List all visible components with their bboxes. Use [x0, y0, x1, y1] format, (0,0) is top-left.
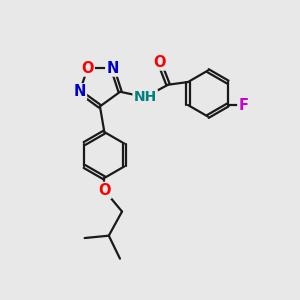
Text: NH: NH: [134, 90, 157, 104]
Text: N: N: [74, 84, 86, 99]
Text: O: O: [154, 55, 166, 70]
Text: N: N: [106, 61, 118, 76]
Text: O: O: [98, 183, 111, 198]
Text: O: O: [81, 61, 94, 76]
Text: F: F: [238, 98, 248, 112]
